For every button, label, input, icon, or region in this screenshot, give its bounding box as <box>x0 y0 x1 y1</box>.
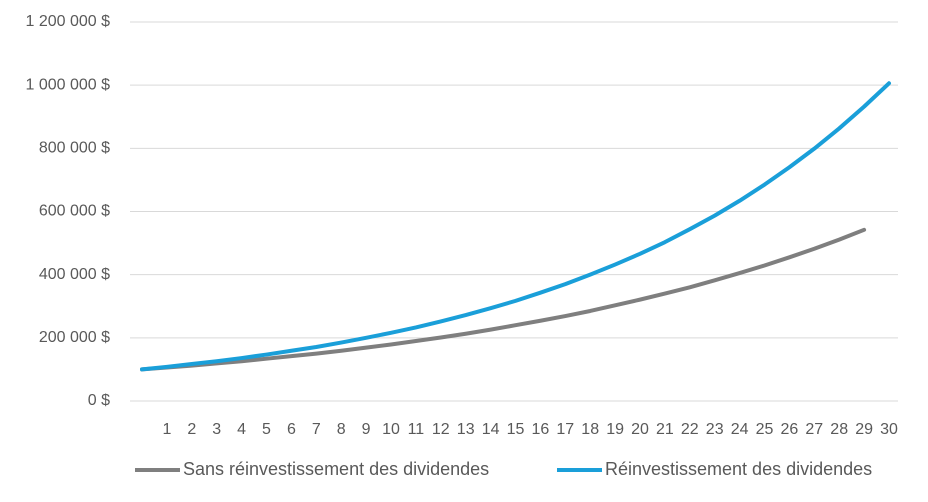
x-tick-label: 19 <box>606 421 624 438</box>
y-tick-label: 400 000 $ <box>39 266 110 283</box>
x-tick-label: 4 <box>237 421 246 438</box>
x-tick-label: 1 <box>162 421 171 438</box>
x-tick-label: 13 <box>457 421 475 438</box>
x-tick-label: 27 <box>805 421 823 438</box>
legend-label: Réinvestissement des dividendes <box>605 459 872 479</box>
legend-label: Sans réinvestissement des dividendes <box>183 459 489 479</box>
x-tick-label: 12 <box>432 421 450 438</box>
x-tick-label: 29 <box>855 421 873 438</box>
x-tick-label: 30 <box>880 421 898 438</box>
x-tick-label: 3 <box>212 421 221 438</box>
y-tick-label: 0 $ <box>88 392 110 409</box>
x-tick-label: 2 <box>187 421 196 438</box>
x-tick-label: 25 <box>756 421 774 438</box>
x-tick-label: 10 <box>382 421 400 438</box>
x-tick-label: 21 <box>656 421 674 438</box>
x-tick-label: 16 <box>532 421 550 438</box>
series-line <box>140 81 891 372</box>
x-tick-label: 18 <box>581 421 599 438</box>
y-tick-label: 1 000 000 $ <box>25 76 110 93</box>
x-tick-label: 11 <box>408 421 425 438</box>
x-tick-label: 15 <box>507 421 525 438</box>
x-tick-label: 17 <box>556 421 574 438</box>
x-tick-label: 20 <box>631 421 649 438</box>
y-tick-label: 200 000 $ <box>39 329 110 346</box>
y-tick-label: 600 000 $ <box>39 203 110 220</box>
y-tick-label: 800 000 $ <box>39 140 110 157</box>
x-tick-label: 9 <box>362 421 371 438</box>
x-tick-label: 14 <box>482 421 500 438</box>
y-tick-label: 1 200 000 $ <box>25 13 110 30</box>
series-line <box>140 227 867 372</box>
x-tick-label: 28 <box>830 421 848 438</box>
x-tick-label: 26 <box>781 421 799 438</box>
x-tick-label: 5 <box>262 421 271 438</box>
x-tick-label: 8 <box>337 421 346 438</box>
x-tick-label: 22 <box>681 421 699 438</box>
x-tick-label: 7 <box>312 421 321 438</box>
x-tick-label: 24 <box>731 421 749 438</box>
x-tick-label: 6 <box>287 421 296 438</box>
x-tick-label: 23 <box>706 421 724 438</box>
